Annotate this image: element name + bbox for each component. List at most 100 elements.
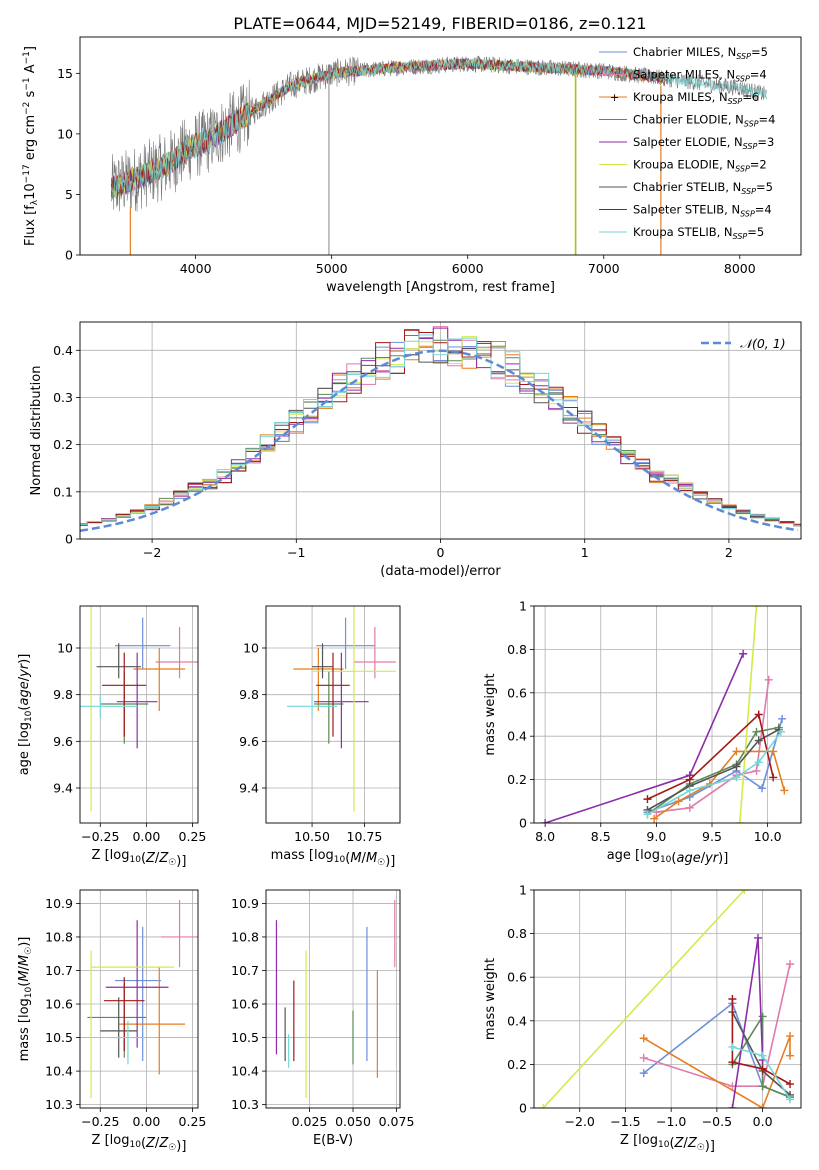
x-tick-label: −2: [143, 545, 161, 560]
spectrum-model-line: [111, 57, 666, 198]
weight-marker: [732, 747, 741, 756]
x-tick-label: 0.25: [179, 829, 207, 844]
spectrum-panel: 4000 5000 6000 7000 8000 0 5 10 15 Chabrier MILES…: [22, 36, 802, 295]
y-axis-label-part: yr: [17, 662, 32, 678]
x-tick-label: −1.0: [656, 1114, 686, 1129]
y-tick-label: 0.2: [53, 437, 73, 452]
x-axis-label-part: )]: [176, 854, 186, 869]
weight-series-line: [653, 750, 786, 820]
y-tick-label: 0.8: [507, 642, 527, 657]
x-tick-label: 0.00: [132, 1114, 160, 1129]
y-tick-label: 9.8: [53, 687, 73, 702]
legend-label-name: Kroupa ELODIE, N: [633, 158, 735, 172]
y-axis-label-part: s: [23, 90, 38, 101]
histogram-series: [80, 341, 801, 527]
legend-label-name: Chabrier STELIB, N: [633, 180, 741, 194]
x-tick-label: 0.0: [753, 1114, 773, 1129]
y-axis-label-part: age [log: [17, 722, 32, 775]
x-axis-label-part: (: [671, 851, 676, 866]
errorbar-point: [90, 950, 175, 1098]
x-axis-label-part: /: [362, 851, 367, 866]
legend-label-sub: SSP: [736, 52, 751, 61]
legend-label-count: =5: [747, 225, 764, 239]
y-axis-label-part: (: [17, 706, 32, 711]
y-tick-label: 10.6: [231, 997, 259, 1012]
weight-vs-age-panel: 8.0 8.5 9.0 9.5 10.0 0 0.2 0.4 0.6 0.8 1 age [log10…: [483, 599, 802, 866]
x-tick-label: 0: [437, 545, 445, 560]
y-tick-label: 1: [519, 599, 527, 614]
x-tick-label: 0.25: [179, 1114, 207, 1129]
legend-label-sub: SSP: [740, 210, 755, 219]
weight-marker: [758, 1082, 767, 1091]
legend-label-sub: SSP: [744, 120, 759, 129]
x-tick-label: 5000: [316, 261, 348, 276]
weight-marker: [740, 890, 749, 894]
weight-marker: [758, 784, 767, 793]
weight-marker: [732, 762, 741, 771]
spectrum-model-line: [110, 58, 666, 199]
x-axis-label-part: ☉: [168, 1143, 176, 1153]
errorbar-point: [103, 977, 145, 1051]
legend-label: Kroupa STELIB, NSSP=5: [633, 225, 764, 241]
y-axis-label: Flux [fλ10−17 erg cm−2 s−1 A−1]: [22, 46, 40, 246]
errorbar-point: [96, 643, 141, 679]
weight-marker: [758, 1051, 767, 1060]
x-axis-label-part: (: [345, 851, 350, 866]
errorbar-point: [316, 617, 375, 669]
axes-frame: [79, 36, 802, 256]
x-axis-label-part: mass [log: [271, 848, 334, 863]
legend-label-name: Kroupa STELIB, N: [633, 225, 733, 239]
errorbar-point: [293, 648, 344, 711]
legend-label-count: =5: [751, 45, 768, 59]
y-tick-label: 10.4: [45, 1064, 73, 1079]
y-tick-label: 10.5: [45, 1030, 73, 1045]
y-axis-label-part: ☉: [24, 947, 34, 955]
residual-panel: −2 −1 0 1 2 0 0.1 0.2 0.3 0.4 𝒩(0, 1) (data-model)/…: [29, 321, 802, 579]
weight-marker: [764, 675, 773, 684]
y-axis-label-part: mass weight: [483, 673, 498, 755]
x-tick-label: 9.0: [646, 829, 666, 844]
legend-label-name: Chabrier ELODIE, N: [633, 113, 744, 127]
weight-marker: [780, 786, 789, 795]
y-tick-label: 0.6: [507, 685, 527, 700]
mass-vs-ebv-panel: 0.025 0.050 0.075 10.3 10.4 10.5 10.6 10.7 10.8 1…: [231, 889, 414, 1148]
spectrum-model-line: [110, 58, 665, 199]
weight-marker: [732, 773, 741, 782]
y-tick-label: 9.8: [239, 687, 259, 702]
y-axis-label-part: mass weight: [483, 958, 498, 1040]
weight-series-line: [544, 653, 744, 823]
x-tick-label: 10.75: [347, 829, 383, 844]
legend-label-sub: SSP: [728, 97, 743, 106]
errorbar-point: [314, 671, 344, 744]
x-axis-label-part: M: [366, 851, 377, 866]
y-tick-label: 10.6: [45, 997, 73, 1012]
legend-label: Salpeter MILES, NSSP=4: [633, 68, 767, 84]
x-axis-label-part: /: [701, 851, 706, 866]
x-tick-label: 2: [725, 545, 733, 560]
x-tick-label: 4000: [180, 261, 212, 276]
legend-label: Chabrier MILES, NSSP=5: [633, 45, 768, 61]
x-axis-label-part: 10: [658, 1140, 670, 1150]
errorbar-point: [80, 694, 138, 718]
x-axis-label-part: /: [155, 1136, 160, 1151]
histogram-series: [80, 334, 801, 526]
x-axis-label-part: age [log: [607, 848, 660, 863]
y-tick-label: 9.6: [53, 734, 73, 749]
axes-frame: [533, 889, 802, 1109]
spectrum-model-line: [110, 57, 666, 197]
y-tick-label: 9.4: [53, 781, 73, 796]
weight-series-line: [739, 606, 758, 823]
x-axis-label-part: yr: [704, 851, 720, 866]
weight-lines: [541, 606, 789, 823]
legend-label: Kroupa ELODIE, NSSP=2: [633, 158, 767, 174]
y-tick-label: 10.3: [45, 1097, 73, 1112]
errorbar-point: [353, 627, 396, 679]
y-tick-label: 1: [519, 883, 527, 898]
y-axis-label-part: λ: [30, 199, 40, 205]
weight-marker: [786, 960, 795, 969]
x-axis-label-part: age: [676, 851, 700, 866]
x-tick-label: 0.00: [132, 829, 160, 844]
weight-marker: [778, 714, 787, 723]
errorbar-point: [155, 627, 198, 679]
x-axis-label-part: Z: [158, 1136, 169, 1151]
